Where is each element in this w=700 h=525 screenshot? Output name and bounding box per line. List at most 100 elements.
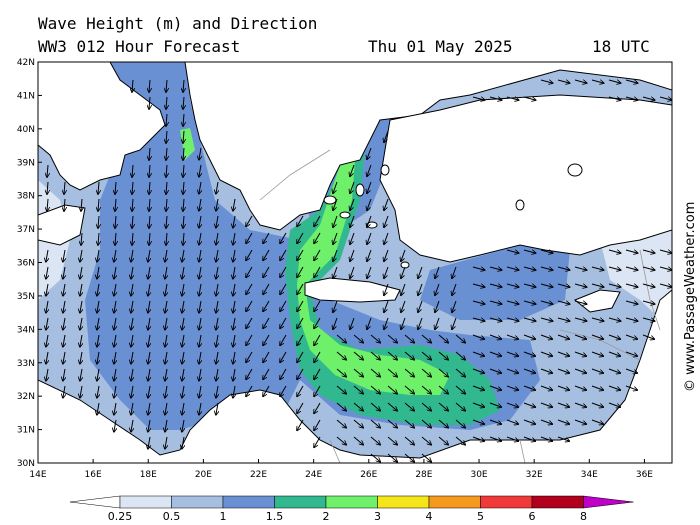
legend-label: 5 bbox=[477, 510, 484, 523]
wave-arrow bbox=[97, 300, 99, 313]
wave-arrow bbox=[404, 385, 414, 394]
wave-arrow bbox=[574, 283, 587, 287]
wave-arrow bbox=[384, 249, 389, 261]
wave-arrow bbox=[165, 368, 167, 381]
wave-arrow bbox=[608, 351, 620, 356]
wave-arrow bbox=[404, 368, 414, 377]
legend-label: 8 bbox=[580, 510, 587, 523]
wave-arrow bbox=[183, 181, 184, 194]
wave-arrow bbox=[131, 249, 133, 262]
wave-arrow bbox=[404, 402, 414, 411]
wave-arrow bbox=[608, 368, 620, 373]
wave-arrow bbox=[625, 385, 637, 390]
wave-arrow bbox=[540, 300, 553, 304]
forecast-date: Thu 01 May 2025 bbox=[368, 37, 513, 56]
wave-arrow bbox=[472, 266, 485, 270]
wave-arrow bbox=[591, 385, 603, 390]
chart-title: Wave Height (m) and Direction bbox=[38, 14, 318, 33]
wave-arrow bbox=[404, 419, 414, 428]
wave-arrow bbox=[46, 249, 48, 262]
wave-arrow bbox=[557, 351, 569, 356]
legend-label: 0.5 bbox=[163, 510, 181, 523]
wave-arrow bbox=[97, 266, 99, 279]
forecast-time: 18 UTC bbox=[592, 37, 650, 56]
wave-arrow bbox=[97, 385, 99, 398]
wave-arrow bbox=[506, 385, 518, 390]
wave-arrow bbox=[199, 317, 201, 330]
wave-arrow bbox=[421, 419, 431, 428]
wave-arrow bbox=[63, 300, 65, 313]
wave-arrow bbox=[418, 300, 423, 312]
wave-arrow bbox=[216, 368, 218, 381]
lon-label: 16E bbox=[85, 470, 102, 480]
wave-arrow bbox=[540, 266, 553, 270]
wave-arrow bbox=[370, 334, 380, 343]
wave-arrow bbox=[216, 181, 218, 194]
wave-arrow bbox=[574, 334, 586, 339]
wave-arrow bbox=[63, 351, 65, 364]
wave-arrow bbox=[489, 283, 502, 287]
wave-arrow bbox=[523, 419, 535, 424]
wave-arrow bbox=[421, 402, 431, 411]
wave-arrow bbox=[297, 300, 304, 311]
wave-arrow bbox=[148, 334, 150, 347]
wave-arrow bbox=[608, 249, 621, 253]
wave-arrow bbox=[336, 402, 346, 411]
wave-arrow bbox=[540, 385, 552, 390]
wave-arrow bbox=[574, 385, 586, 390]
legend-swatch bbox=[69, 495, 121, 509]
wave-arrow bbox=[401, 300, 406, 312]
wave-arrow bbox=[455, 368, 465, 377]
wave-arrow bbox=[199, 300, 201, 313]
wave-arrow bbox=[506, 436, 518, 441]
wave-arrow bbox=[246, 334, 253, 345]
wave-arrow bbox=[642, 96, 655, 100]
wave-arrow bbox=[280, 232, 287, 243]
wave-arrow bbox=[557, 317, 570, 321]
wave-arrow bbox=[246, 317, 253, 328]
wave-arrow bbox=[608, 79, 621, 83]
lat-label: 34N bbox=[17, 325, 35, 335]
wave-arrow bbox=[199, 181, 201, 194]
wave-arrow bbox=[216, 215, 218, 228]
wave-arrow bbox=[506, 351, 518, 356]
lon-label: 22E bbox=[250, 470, 267, 480]
wave-arrow bbox=[452, 317, 457, 329]
wave-arrow bbox=[183, 96, 184, 109]
wave-arrow bbox=[280, 283, 287, 294]
wave-arrow bbox=[149, 147, 150, 160]
wave-arrow bbox=[452, 300, 457, 312]
wave-arrow bbox=[625, 79, 638, 83]
wave-arrow bbox=[166, 79, 167, 92]
wave-arrow bbox=[540, 351, 552, 356]
legend-swatch bbox=[325, 495, 378, 509]
wave-arrow bbox=[97, 351, 99, 364]
wave-arrow bbox=[131, 419, 133, 432]
wave-arrow bbox=[557, 283, 570, 287]
wave-arrow bbox=[216, 385, 218, 398]
wave-arrow bbox=[199, 351, 201, 364]
wave-arrow bbox=[435, 317, 440, 329]
wave-arrow bbox=[574, 317, 587, 321]
wave-arrow bbox=[114, 266, 116, 279]
wave-height-legend: 0.25 0.5 1 1.5 2 3 4 5 6 8 bbox=[69, 495, 634, 523]
wave-arrow bbox=[489, 266, 502, 270]
wave-arrow bbox=[131, 334, 133, 347]
wave-arrow bbox=[625, 317, 638, 321]
legend-swatch bbox=[583, 495, 634, 509]
wave-arrow bbox=[557, 266, 570, 270]
wave-arrow bbox=[608, 317, 621, 321]
wave-arrow bbox=[523, 96, 536, 100]
wave-arrow bbox=[149, 215, 150, 228]
wave-arrow bbox=[132, 232, 133, 245]
wave-arrow bbox=[199, 147, 201, 160]
wave-arrow bbox=[80, 351, 82, 364]
wave-arrow bbox=[370, 436, 380, 445]
wave-arrow bbox=[336, 351, 346, 360]
wave-arrow bbox=[199, 198, 201, 211]
wave-arrow bbox=[166, 113, 167, 126]
wave-arrow bbox=[350, 181, 355, 193]
wave-arrow bbox=[387, 385, 397, 394]
wave-arrow bbox=[523, 334, 535, 339]
